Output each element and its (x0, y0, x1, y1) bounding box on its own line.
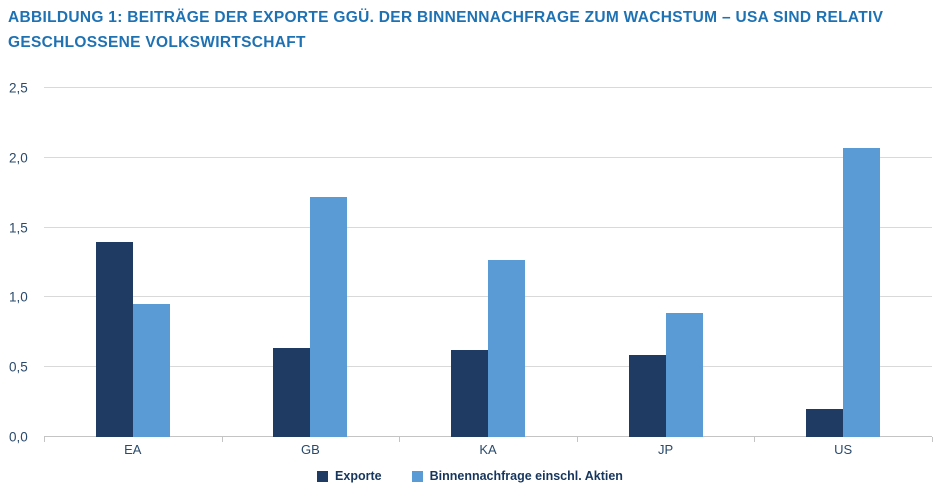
x-tick-label: KA (479, 442, 497, 457)
bar-exporte (450, 350, 488, 437)
y-tick-label: 0,5 (9, 359, 28, 375)
axis-tick (932, 437, 933, 442)
axis-tick (754, 437, 756, 442)
legend-item: Exporte (317, 469, 382, 483)
bar-binnennachfrage (310, 196, 348, 437)
legend-swatch (317, 470, 329, 482)
y-axis: 0,0 0,5 1,0 1,5 2,0 2,5 (9, 81, 41, 445)
x-tick-label: EA (124, 442, 142, 457)
bar-binnennachfrage (843, 148, 881, 437)
figure-title: ABBILDUNG 1: BEITRÄGE DER EXPORTE GGÜ. D… (8, 5, 923, 55)
x-tick-label: GB (300, 442, 320, 457)
bar-group (754, 88, 932, 437)
gridline (44, 87, 932, 88)
y-tick-label: 1,5 (9, 220, 28, 236)
legend-label: Exporte (335, 469, 382, 483)
bar-exporte (806, 409, 844, 437)
legend-swatch (411, 470, 423, 482)
bar-exporte (273, 347, 311, 437)
axis-tick (44, 437, 45, 442)
x-axis-labels: EA GB KA JP US (44, 442, 932, 457)
figure-title-line1: ABBILDUNG 1: BEITRÄGE DER EXPORTE GGÜ. D… (8, 9, 884, 26)
bar-group (222, 88, 400, 437)
bar-group (399, 88, 577, 437)
bar-exporte (95, 241, 133, 437)
y-tick-label: 2,0 (9, 150, 28, 166)
bar-group (577, 88, 755, 437)
axis-tick (399, 437, 401, 442)
gridline (44, 226, 932, 228)
y-tick-label: 0,0 (9, 429, 28, 445)
legend: Exporte Binnennachfrage einschl. Aktien (0, 469, 940, 483)
figure-title-line2: GESCHLOSSENE VOLKSWIRTSCHAFT (8, 34, 306, 52)
bar-binnennachfrage (132, 304, 170, 437)
x-tick-label: US (834, 442, 853, 457)
legend-item: Binnennachfrage einschl. Aktien (411, 469, 623, 483)
bar-groups (44, 88, 932, 437)
bar-exporte (628, 354, 666, 437)
x-tick-label: JP (657, 442, 674, 457)
y-tick-label: 1,0 (9, 289, 28, 305)
axis-tick (576, 437, 578, 442)
plot-area (44, 87, 933, 442)
axis-tick (221, 437, 223, 442)
bar-group (44, 88, 222, 437)
gridline (44, 156, 932, 158)
y-tick-label: 2,5 (9, 80, 28, 96)
bar-binnennachfrage (665, 312, 703, 437)
bar-binnennachfrage (487, 259, 525, 437)
legend-label: Binnennachfrage einschl. Aktien (429, 469, 623, 483)
